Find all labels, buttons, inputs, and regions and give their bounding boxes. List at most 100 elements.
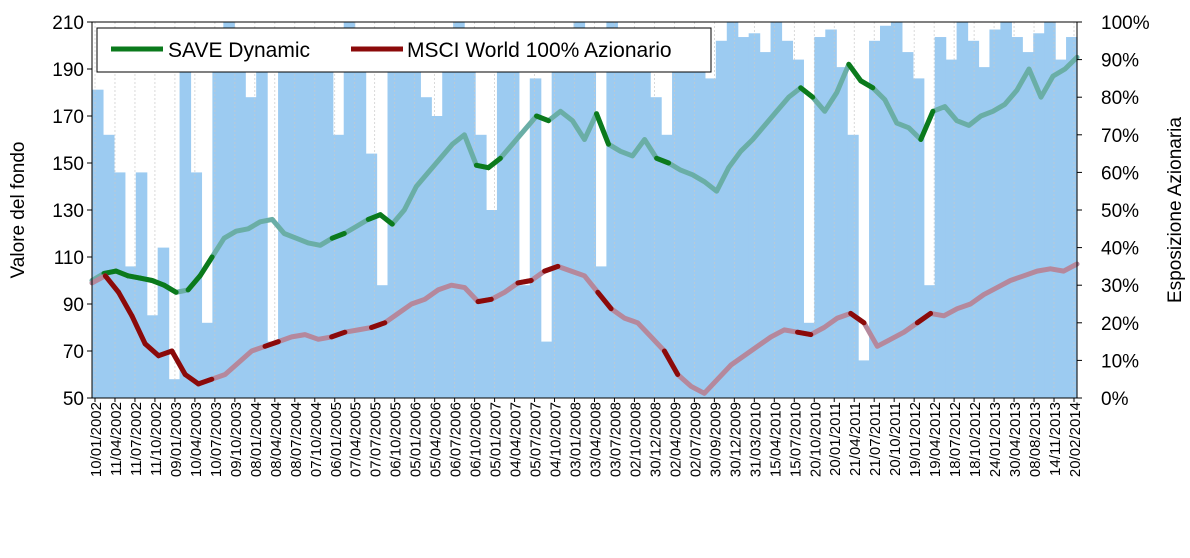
series-line-segment (795, 329, 814, 338)
y2-tick-label: 70% (1101, 126, 1139, 147)
exposure-bar (113, 172, 126, 398)
exposure-bar (267, 341, 279, 398)
series-line-segment (542, 263, 561, 274)
y2-tick-label: 100% (1101, 13, 1150, 34)
exposure-bar (792, 59, 804, 398)
x-tick-label: 07/04/2005 (348, 402, 365, 477)
exposure-bar (737, 37, 750, 398)
exposure-bar (1000, 22, 1012, 398)
x-tick-label: 11/04/2002 (108, 402, 125, 476)
y-tick-label: 90 (63, 295, 84, 316)
x-tick-label: 10/01/2002 (88, 402, 105, 477)
x-tick-label: 20/01/2011 (827, 402, 844, 476)
exposure-bar (245, 97, 257, 398)
exposure-bar (431, 116, 443, 398)
exposure-bar (343, 22, 356, 398)
exposure-bar (157, 247, 170, 398)
exposure-bar (223, 22, 235, 398)
exposure-bar (475, 134, 487, 399)
series-line-faded (89, 261, 1080, 396)
exposure-bar (683, 29, 695, 399)
series-line-segment (475, 296, 494, 305)
exposure-bar (880, 25, 892, 398)
exposure-bar (672, 37, 684, 398)
series-lines (89, 54, 1080, 396)
exposure-bar (934, 37, 947, 398)
exposure-bar (135, 172, 148, 398)
exposure-bar (923, 285, 936, 398)
exposure-bar (584, 59, 597, 398)
x-tick-label: 30/12/2008 (647, 402, 664, 477)
exposure-bar (551, 33, 564, 398)
series-line-segment (594, 111, 611, 147)
series-line-segment (369, 320, 388, 330)
exposure-bar (715, 40, 728, 399)
exposure-bar (825, 29, 837, 399)
exposure-bar (1033, 33, 1045, 398)
y2-tick-label: 90% (1101, 51, 1139, 72)
x-tick-label: 18/10/2012 (967, 402, 984, 477)
x-tick-label: 09/01/2003 (168, 402, 185, 477)
x-tick-label: 05/07/2007 (528, 402, 545, 477)
exposure-bar (628, 52, 640, 398)
exposure-bar (453, 22, 465, 398)
exposure-bar (562, 37, 575, 398)
series-line-segment (161, 282, 179, 295)
exposure-bar (858, 360, 870, 398)
exposure-bar (529, 78, 542, 399)
exposure-bar (1011, 37, 1023, 398)
x-tick-label: 21/07/2011 (867, 402, 884, 476)
x-tick-label: 19/01/2012 (907, 402, 924, 477)
exposure-bar (420, 97, 432, 398)
exposure-bar (989, 29, 1001, 399)
x-tick-label: 06/10/2006 (468, 402, 485, 477)
y2-tick-label: 60% (1101, 163, 1139, 184)
x-tick-label: 06/01/2005 (328, 402, 345, 477)
exposure-bar (573, 22, 586, 398)
exposure-bar (1022, 52, 1034, 398)
y2-axis-label: Esposizione Azionaria (1165, 117, 1186, 303)
x-tick-label: 02/10/2008 (627, 402, 644, 477)
exposure-bar (496, 29, 509, 399)
exposure-bar (781, 40, 794, 399)
exposure-bar (726, 22, 739, 398)
legend-box (96, 27, 712, 73)
exposure-bar (869, 40, 881, 399)
exposure-bar (1055, 59, 1067, 398)
exposure-bar (201, 322, 213, 398)
exposure-bar (956, 22, 969, 398)
x-tick-label: 05/01/2007 (488, 402, 505, 477)
series-line-faded (89, 54, 1080, 295)
y-tick-label: 190 (52, 60, 84, 81)
exposure-bar (442, 37, 454, 398)
series-line-segment (661, 348, 681, 377)
exposure-bar (595, 266, 607, 398)
series-line-segment (142, 341, 162, 359)
exposure-bar (1066, 37, 1078, 398)
x-tick-label: 21/04/2011 (847, 402, 864, 476)
series-line-segment (377, 212, 395, 227)
legend: SAVE Dynamic MSCI World 100% Azionario (96, 27, 712, 73)
x-tick-label: 03/07/2008 (608, 402, 625, 477)
x-tick-label: 18/07/2012 (947, 402, 964, 477)
series-line-segment (197, 254, 215, 279)
exposure-bar (507, 67, 520, 399)
x-tick-label: 04/04/2007 (508, 402, 525, 477)
exposure-bar (321, 40, 334, 399)
series-line-segment (129, 313, 148, 347)
x-tick-label: 19/04/2012 (927, 402, 944, 477)
y2-tick-label: 10% (1101, 351, 1139, 372)
series-line-segment (914, 310, 934, 326)
exposure-bar (704, 78, 717, 399)
x-tick-label: 04/10/2007 (548, 402, 565, 477)
series-line-segment (102, 273, 122, 295)
series-line-segment (262, 339, 281, 349)
x-tick-label: 14/11/2013 (1047, 402, 1064, 476)
x-tick-label: 31/03/2010 (747, 402, 764, 477)
exposure-bar (967, 40, 980, 399)
exposure-bar (92, 89, 104, 399)
x-tick-label: 20/10/2011 (887, 402, 904, 476)
exposure-bar (310, 67, 323, 399)
exposure-bar (803, 322, 815, 398)
legend-label-msci-world: MSCI World 100% Azionario (407, 39, 672, 62)
